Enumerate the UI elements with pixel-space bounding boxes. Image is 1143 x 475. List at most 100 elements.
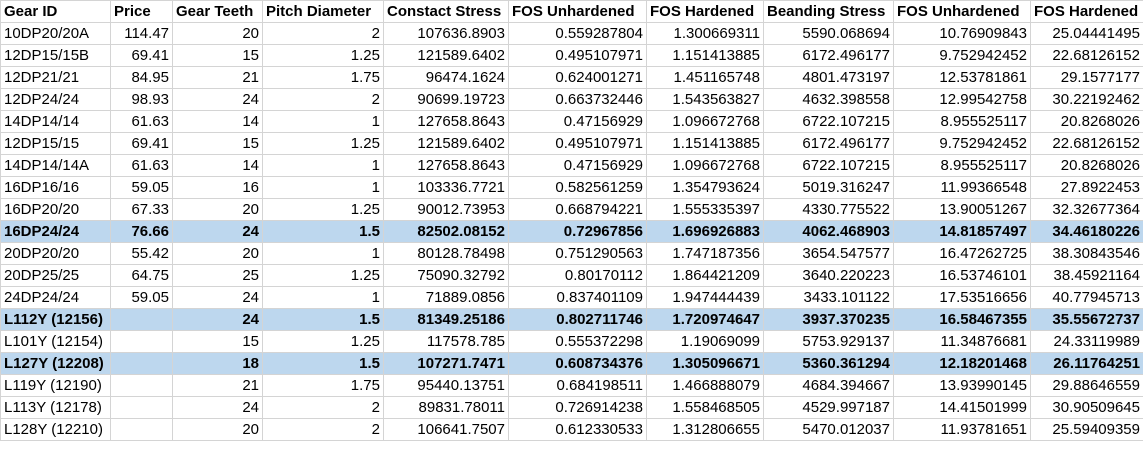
cell-bending-fos-unhardened[interactable]: 8.955525117 bbox=[893, 154, 1031, 177]
header-price[interactable]: Price bbox=[110, 0, 173, 23]
cell-gear-teeth[interactable]: 20 bbox=[172, 22, 263, 45]
header-contact-fos-unhardened[interactable]: FOS Unhardened bbox=[508, 0, 647, 23]
cell-contact-stress[interactable]: 107271.7471 bbox=[383, 352, 509, 375]
cell-contact-fos-unhardened[interactable]: 0.495107971 bbox=[508, 44, 647, 67]
cell-pitch-diameter[interactable]: 1 bbox=[262, 110, 384, 133]
cell-contact-stress[interactable]: 89831.78011 bbox=[383, 396, 509, 419]
cell-price[interactable] bbox=[110, 396, 173, 419]
cell-bending-fos-unhardened[interactable]: 16.53746101 bbox=[893, 264, 1031, 287]
cell-bending-fos-unhardened[interactable]: 16.47262725 bbox=[893, 242, 1031, 265]
cell-bending-fos-unhardened[interactable]: 12.53781861 bbox=[893, 66, 1031, 89]
cell-gear-teeth[interactable]: 20 bbox=[172, 198, 263, 221]
cell-pitch-diameter[interactable]: 1 bbox=[262, 154, 384, 177]
cell-gear-teeth[interactable]: 25 bbox=[172, 264, 263, 287]
cell-contact-stress[interactable]: 96474.1624 bbox=[383, 66, 509, 89]
cell-gear-teeth[interactable]: 24 bbox=[172, 286, 263, 309]
cell-bending-stress[interactable]: 5753.929137 bbox=[763, 330, 894, 353]
cell-pitch-diameter[interactable]: 1.5 bbox=[262, 308, 384, 331]
cell-bending-stress[interactable]: 5019.316247 bbox=[763, 176, 894, 199]
cell-gear-teeth[interactable]: 14 bbox=[172, 154, 263, 177]
cell-contact-stress[interactable]: 81349.25186 bbox=[383, 308, 509, 331]
cell-price[interactable] bbox=[110, 330, 173, 353]
cell-bending-stress[interactable]: 3433.101122 bbox=[763, 286, 894, 309]
cell-gear-id[interactable]: 14DP14/14 bbox=[0, 110, 111, 133]
cell-contact-fos-hardened[interactable]: 1.096672768 bbox=[646, 154, 764, 177]
cell-bending-fos-hardened[interactable]: 29.88646559 bbox=[1030, 374, 1143, 397]
cell-contact-fos-hardened[interactable]: 1.696926883 bbox=[646, 220, 764, 243]
cell-bending-fos-unhardened[interactable]: 12.99542758 bbox=[893, 88, 1031, 111]
cell-contact-fos-hardened[interactable]: 1.864421209 bbox=[646, 264, 764, 287]
cell-pitch-diameter[interactable]: 1.25 bbox=[262, 198, 384, 221]
cell-pitch-diameter[interactable]: 1 bbox=[262, 176, 384, 199]
cell-price[interactable]: 98.93 bbox=[110, 88, 173, 111]
cell-contact-fos-hardened[interactable]: 1.451165748 bbox=[646, 66, 764, 89]
cell-contact-stress[interactable]: 80128.78498 bbox=[383, 242, 509, 265]
cell-gear-id[interactable]: L112Y (12156) bbox=[0, 308, 111, 331]
cell-contact-fos-hardened[interactable]: 1.151413885 bbox=[646, 44, 764, 67]
cell-bending-fos-unhardened[interactable]: 11.34876681 bbox=[893, 330, 1031, 353]
cell-bending-fos-hardened[interactable]: 20.8268026 bbox=[1030, 154, 1143, 177]
cell-pitch-diameter[interactable]: 1.25 bbox=[262, 44, 384, 67]
cell-bending-fos-hardened[interactable]: 22.68126152 bbox=[1030, 132, 1143, 155]
cell-gear-id[interactable]: 20DP25/25 bbox=[0, 264, 111, 287]
cell-bending-stress[interactable]: 5590.068694 bbox=[763, 22, 894, 45]
cell-price[interactable]: 67.33 bbox=[110, 198, 173, 221]
cell-contact-stress[interactable]: 106641.7507 bbox=[383, 418, 509, 441]
cell-gear-teeth[interactable]: 14 bbox=[172, 110, 263, 133]
cell-bending-fos-unhardened[interactable]: 8.955525117 bbox=[893, 110, 1031, 133]
cell-bending-stress[interactable]: 5360.361294 bbox=[763, 352, 894, 375]
cell-gear-teeth[interactable]: 15 bbox=[172, 330, 263, 353]
cell-bending-fos-unhardened[interactable]: 9.752942452 bbox=[893, 44, 1031, 67]
cell-gear-id[interactable]: 14DP14/14A bbox=[0, 154, 111, 177]
cell-contact-stress[interactable]: 90699.19723 bbox=[383, 88, 509, 111]
cell-contact-fos-unhardened[interactable]: 0.72967856 bbox=[508, 220, 647, 243]
header-bending-stress[interactable]: Beanding Stress bbox=[763, 0, 894, 23]
cell-gear-teeth[interactable]: 15 bbox=[172, 44, 263, 67]
cell-bending-fos-unhardened[interactable]: 13.93990145 bbox=[893, 374, 1031, 397]
cell-price[interactable]: 61.63 bbox=[110, 154, 173, 177]
cell-gear-teeth[interactable]: 18 bbox=[172, 352, 263, 375]
cell-bending-stress[interactable]: 4330.775522 bbox=[763, 198, 894, 221]
cell-gear-id[interactable]: 16DP24/24 bbox=[0, 220, 111, 243]
cell-bending-fos-hardened[interactable]: 26.11764251 bbox=[1030, 352, 1143, 375]
cell-contact-fos-unhardened[interactable]: 0.555372298 bbox=[508, 330, 647, 353]
cell-contact-stress[interactable]: 75090.32792 bbox=[383, 264, 509, 287]
cell-gear-teeth[interactable]: 15 bbox=[172, 132, 263, 155]
cell-contact-fos-hardened[interactable]: 1.151413885 bbox=[646, 132, 764, 155]
header-bending-fos-unhardened[interactable]: FOS Unhardened bbox=[893, 0, 1031, 23]
cell-contact-fos-unhardened[interactable]: 0.802711746 bbox=[508, 308, 647, 331]
cell-pitch-diameter[interactable]: 1.5 bbox=[262, 352, 384, 375]
cell-gear-id[interactable]: 20DP20/20 bbox=[0, 242, 111, 265]
cell-contact-fos-hardened[interactable]: 1.466888079 bbox=[646, 374, 764, 397]
header-pitch-diameter[interactable]: Pitch Diameter bbox=[262, 0, 384, 23]
cell-contact-fos-hardened[interactable]: 1.555335397 bbox=[646, 198, 764, 221]
cell-bending-fos-hardened[interactable]: 20.8268026 bbox=[1030, 110, 1143, 133]
cell-bending-fos-hardened[interactable]: 40.77945713 bbox=[1030, 286, 1143, 309]
cell-gear-id[interactable]: 10DP20/20A bbox=[0, 22, 111, 45]
cell-price[interactable] bbox=[110, 418, 173, 441]
cell-gear-teeth[interactable]: 21 bbox=[172, 66, 263, 89]
cell-bending-fos-hardened[interactable]: 32.32677364 bbox=[1030, 198, 1143, 221]
cell-gear-teeth[interactable]: 20 bbox=[172, 418, 263, 441]
cell-gear-id[interactable]: 24DP24/24 bbox=[0, 286, 111, 309]
cell-price[interactable]: 55.42 bbox=[110, 242, 173, 265]
cell-price[interactable]: 114.47 bbox=[110, 22, 173, 45]
cell-bending-stress[interactable]: 6172.496177 bbox=[763, 132, 894, 155]
cell-contact-fos-unhardened[interactable]: 0.559287804 bbox=[508, 22, 647, 45]
cell-bending-stress[interactable]: 3640.220223 bbox=[763, 264, 894, 287]
cell-bending-fos-unhardened[interactable]: 13.90051267 bbox=[893, 198, 1031, 221]
cell-pitch-diameter[interactable]: 2 bbox=[262, 396, 384, 419]
cell-contact-stress[interactable]: 90012.73953 bbox=[383, 198, 509, 221]
cell-contact-fos-hardened[interactable]: 1.720974647 bbox=[646, 308, 764, 331]
cell-bending-fos-hardened[interactable]: 27.8922453 bbox=[1030, 176, 1143, 199]
cell-gear-id[interactable]: 16DP20/20 bbox=[0, 198, 111, 221]
cell-gear-teeth[interactable]: 16 bbox=[172, 176, 263, 199]
cell-bending-fos-hardened[interactable]: 24.33119989 bbox=[1030, 330, 1143, 353]
cell-contact-stress[interactable]: 121589.6402 bbox=[383, 44, 509, 67]
cell-contact-fos-hardened[interactable]: 1.558468505 bbox=[646, 396, 764, 419]
cell-bending-stress[interactable]: 4684.394667 bbox=[763, 374, 894, 397]
cell-price[interactable]: 76.66 bbox=[110, 220, 173, 243]
cell-price[interactable]: 69.41 bbox=[110, 132, 173, 155]
cell-price[interactable]: 59.05 bbox=[110, 286, 173, 309]
cell-bending-stress[interactable]: 6172.496177 bbox=[763, 44, 894, 67]
